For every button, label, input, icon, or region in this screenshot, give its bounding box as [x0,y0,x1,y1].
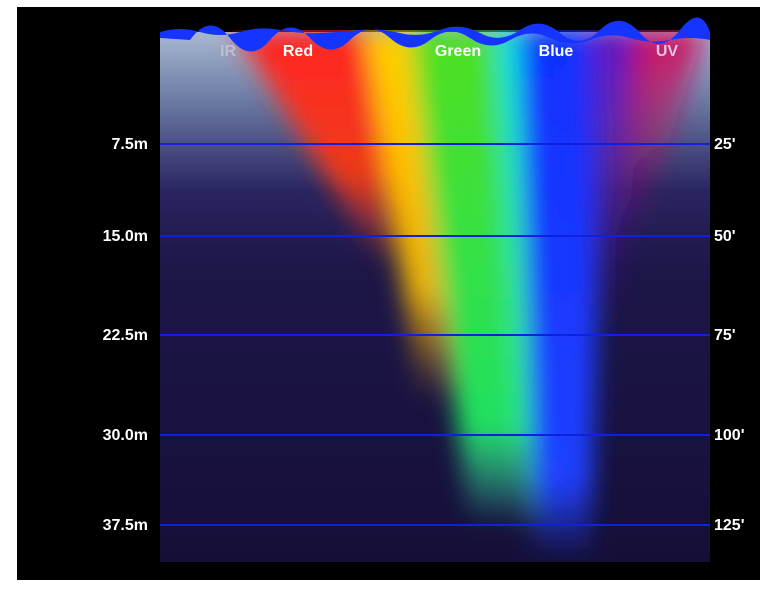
band-label: UV [656,43,679,60]
depth-meters: 7.5m [112,136,148,153]
depth-meters: 15.0m [103,228,148,245]
band-label: Blue [539,43,574,60]
depth-meters: 22.5m [103,327,148,344]
depth-meters: 37.5m [103,517,148,534]
depth-feet: 50' [714,228,736,245]
depth-feet: 25' [714,136,736,153]
band-label: Green [435,43,481,60]
depth-meters: 30.0m [103,427,148,444]
band-label: IR [220,43,236,60]
light-penetration-diagram: IR Red Green Blue UV 7.5m 25' 15.0m 50' 22.5m 75' 3… [0,0,778,589]
depth-feet: 125' [714,517,745,534]
depth-feet: 100' [714,427,745,444]
band-label: Red [283,43,313,60]
depth-feet: 75' [714,327,736,344]
